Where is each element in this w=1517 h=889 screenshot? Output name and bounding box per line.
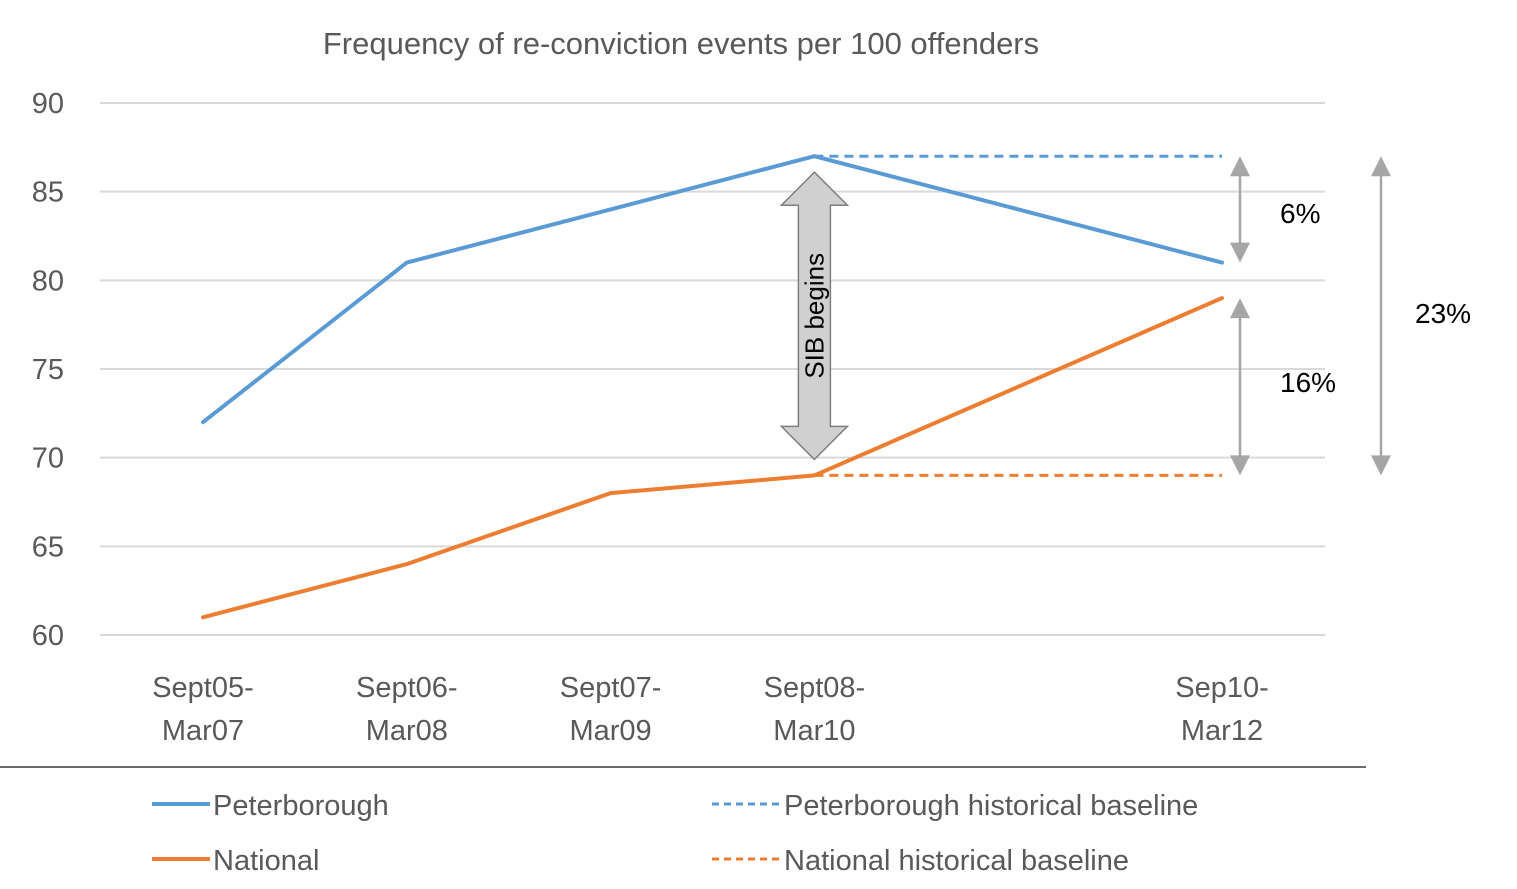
- legend-item-peterborough-baseline[interactable]: Peterborough historical baseline: [712, 790, 1198, 822]
- total-change-arrow-head-down: [1371, 455, 1391, 476]
- y-tick-label-90: 90: [32, 88, 64, 120]
- x-tick-label-0-line2: Mar07: [162, 715, 244, 747]
- legend-label-peterborough: Peterborough: [213, 790, 389, 822]
- y-tick-label-60: 60: [32, 620, 64, 652]
- annotations: SIB begins 6% 16% 23%: [779, 156, 1471, 476]
- x-tick-label-2-line1: Sept07-: [560, 672, 662, 704]
- y-tick-label-65: 65: [32, 531, 64, 563]
- series-line-national: [201, 296, 1224, 620]
- national-change-arrow-head-up: [1230, 298, 1250, 319]
- x-tick-label-4-line1: Sep10-: [1175, 672, 1269, 704]
- x-tick-label-2-line2: Mar09: [569, 715, 651, 747]
- legend: Peterborough National Peterborough histo…: [152, 790, 1198, 877]
- total-change-arrow: [1371, 156, 1391, 476]
- x-tick-label-4-line2: Mar12: [1181, 715, 1263, 747]
- peterborough-change-arrow-head-up: [1230, 156, 1250, 177]
- total-change-label: 23%: [1415, 298, 1471, 329]
- x-axis-ticks: Sept05- Mar07 Sept06- Mar08 Sept07- Mar09 Sept…: [152, 672, 1269, 747]
- chart-title: Frequency of re-conviction events per 10…: [323, 26, 1039, 61]
- sib-double-arrow: [779, 171, 850, 461]
- x-tick-label-0-line1: Sept05-: [152, 672, 254, 704]
- legend-label-national-baseline: National historical baseline: [784, 845, 1129, 877]
- legend-label-peterborough-baseline: Peterborough historical baseline: [784, 790, 1198, 822]
- legend-item-peterborough[interactable]: Peterborough: [152, 790, 389, 822]
- peterborough-change-arrow: [1230, 156, 1250, 263]
- y-tick-label-75: 75: [32, 354, 64, 386]
- series-lines: [201, 154, 1224, 620]
- y-tick-label-70: 70: [32, 443, 64, 475]
- x-tick-label-1-line1: Sept06-: [356, 672, 458, 704]
- x-tick-label-1-line2: Mar08: [366, 715, 448, 747]
- gridlines: [100, 102, 1325, 636]
- x-tick-label-3-line2: Mar10: [773, 715, 855, 747]
- national-change-label: 16%: [1280, 367, 1336, 398]
- y-tick-label-85: 85: [32, 177, 64, 209]
- peterborough-change-label: 6%: [1280, 198, 1320, 229]
- series-line-peterborough: [201, 154, 1224, 425]
- peterborough-change-arrow-head-down: [1230, 242, 1250, 263]
- legend-item-national-baseline[interactable]: National historical baseline: [712, 845, 1129, 877]
- y-tick-label-80: 80: [32, 265, 64, 297]
- sib-begins-label: SIB begins: [799, 253, 829, 379]
- total-change-arrow-head-up: [1371, 156, 1391, 177]
- y-axis-ticks: 60 65 70 75 80 85 90: [32, 88, 64, 652]
- national-change-arrow-head-down: [1230, 455, 1250, 476]
- x-tick-label-3-line1: Sept08-: [764, 672, 866, 704]
- national-change-arrow: [1230, 298, 1250, 476]
- legend-item-national[interactable]: National: [152, 845, 319, 877]
- legend-label-national: National: [213, 845, 319, 877]
